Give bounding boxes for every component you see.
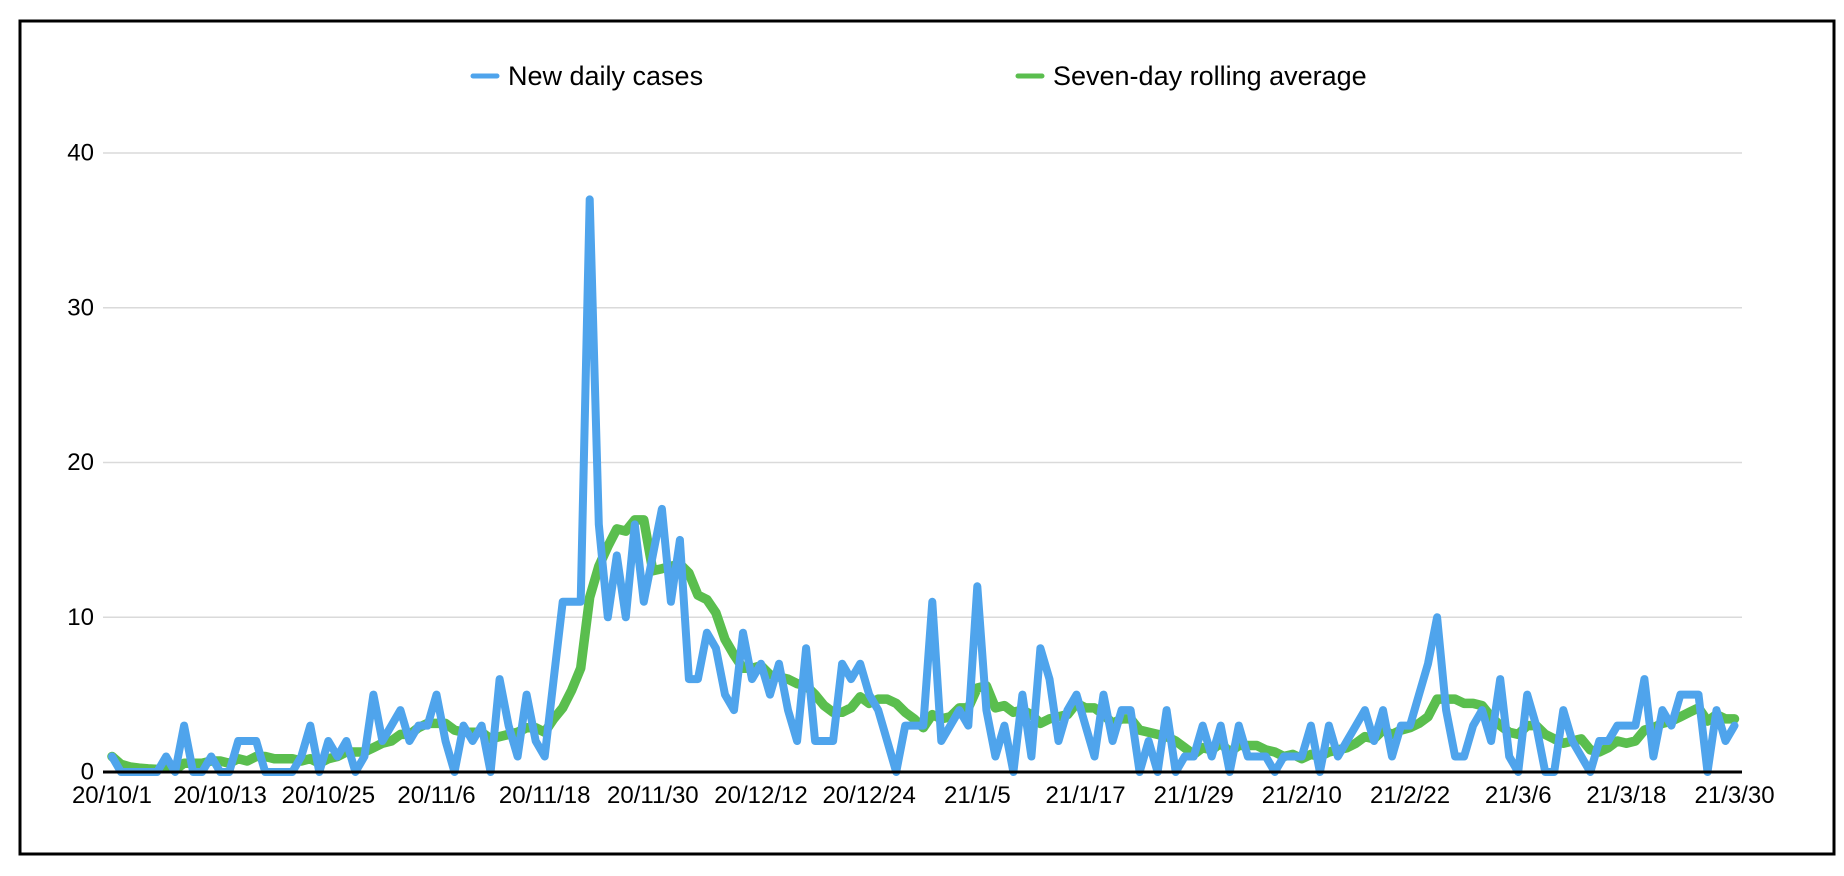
x-tick-label: 20/10/25	[282, 782, 375, 809]
x-tick-label: 20/10/13	[173, 782, 266, 809]
axes: 0 10 20 30 40 20/10/1 20/10/13 20/10/25 20/11/6 2…	[67, 140, 1774, 810]
x-tick-label: 21/2/10	[1262, 782, 1342, 809]
y-tick-label: 10	[67, 604, 94, 631]
x-tick-label: 20/11/30	[607, 782, 699, 809]
x-tick-label: 21/1/5	[944, 782, 1011, 809]
daily-cases-line	[108, 195, 1739, 776]
x-tick-label: 21/3/6	[1485, 782, 1552, 809]
x-tick-label: 20/11/6	[397, 782, 475, 809]
chart-frame-border	[18, 19, 1836, 856]
rolling-average-legend-label: Seven-day rolling average	[1053, 61, 1367, 91]
series-lines	[107, 195, 1740, 776]
x-tick-label: 20/10/1	[72, 782, 152, 809]
x-tick-label: 21/3/30	[1694, 782, 1774, 809]
x-tick-label: 20/11/18	[499, 782, 591, 809]
x-tick-label: 21/3/18	[1586, 782, 1666, 809]
x-tick-label: 20/12/12	[714, 782, 807, 809]
y-tick-label: 20	[67, 449, 94, 476]
chart-legend: New daily cases Seven-day rolling averag…	[470, 61, 1367, 91]
gridlines	[103, 152, 1742, 618]
x-tick-label: 21/1/17	[1045, 782, 1125, 809]
y-tick-label: 30	[67, 294, 94, 321]
x-tick-label: 21/1/29	[1154, 782, 1234, 809]
x-tick-label: 20/12/24	[822, 782, 915, 809]
y-tick-label: 40	[67, 140, 94, 167]
y-tick-label: 0	[81, 759, 94, 786]
x-tick-label: 21/2/22	[1370, 782, 1450, 809]
daily-cases-legend-label: New daily cases	[508, 61, 703, 91]
